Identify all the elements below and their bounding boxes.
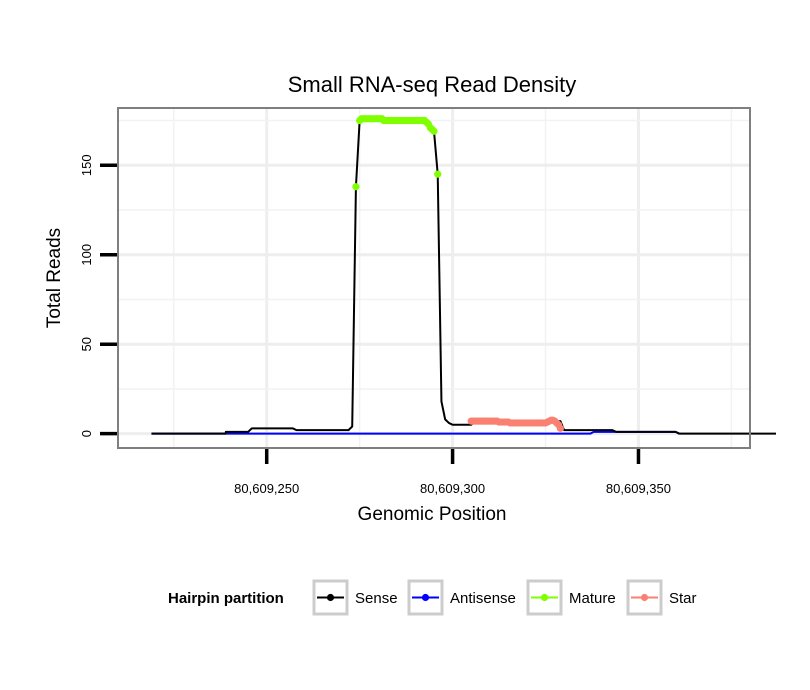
y-tick-label: 100 (79, 244, 94, 266)
chart-title: Small RNA-seq Read Density (288, 72, 577, 97)
legend-label: Antisense (450, 590, 516, 607)
legend-key-point (640, 593, 649, 602)
legend-title: Hairpin partition (168, 590, 284, 607)
legend-label: Star (669, 590, 697, 607)
x-tick-label: 80,609,250 (234, 481, 299, 496)
legend-entry-mature: Mature (526, 579, 616, 616)
x-axis: 80,609,250 80,609,300 80,609,350 (234, 449, 671, 496)
data-point-star (556, 424, 565, 432)
legend-key-point (540, 593, 549, 602)
legend-label: Sense (355, 590, 398, 607)
x-tick-label: 80,609,350 (606, 481, 671, 496)
legend-entry-star: Star (626, 579, 697, 616)
legend: Hairpin partition Sense Antisense Mature St… (168, 579, 697, 616)
y-axis: 0 50 100 150 (79, 154, 117, 437)
data-point-mature (352, 183, 360, 191)
data-point-mature (434, 170, 442, 178)
series-markers (352, 115, 565, 432)
legend-entry-antisense: Antisense (407, 579, 516, 616)
y-tick-label: 0 (79, 430, 94, 437)
x-axis-title: Genomic Position (358, 504, 507, 525)
y-axis-title: Total Reads (44, 228, 65, 328)
legend-entry-sense: Sense (312, 579, 398, 616)
y-tick-label: 50 (79, 337, 94, 351)
legend-key-point (326, 593, 335, 602)
y-tick-label: 150 (79, 154, 94, 176)
data-point-mature (430, 127, 438, 135)
legend-label: Mature (569, 590, 616, 607)
legend-key-point (421, 593, 430, 602)
plot-panel-border (117, 107, 751, 449)
x-tick-label: 80,609,300 (420, 481, 485, 496)
plot-panel-background (118, 108, 750, 448)
